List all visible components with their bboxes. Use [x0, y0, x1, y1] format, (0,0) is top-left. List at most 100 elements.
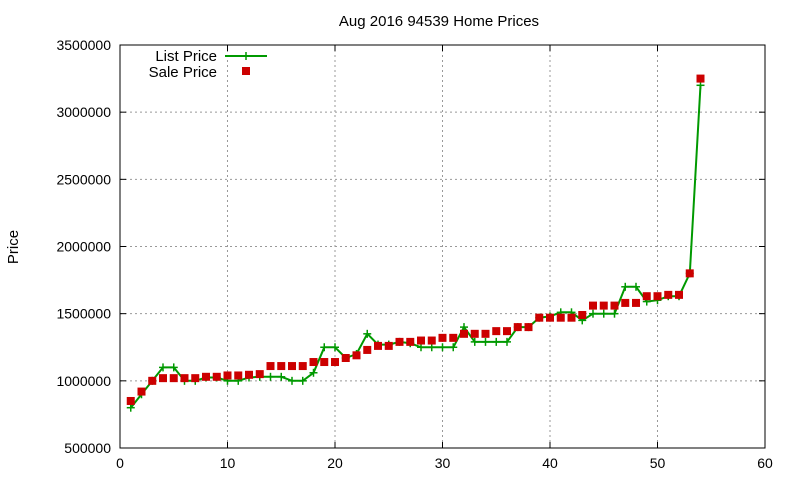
list-price-point — [503, 337, 511, 346]
list-price-point — [599, 309, 608, 318]
series-sale-price — [126, 74, 705, 405]
sale-price-point — [438, 333, 447, 342]
axis-ticks: 500000 1000000 1500000 2000000 2500000 300000… — [56, 37, 773, 471]
x-tick-label: 40 — [542, 455, 558, 471]
y-tick-label: 500000 — [64, 440, 111, 456]
list-price-point — [589, 309, 597, 318]
sale-price-point — [578, 311, 587, 320]
sale-price-point — [653, 292, 662, 301]
list-price-point — [696, 81, 705, 90]
grid — [120, 45, 765, 448]
sale-price-point — [589, 301, 597, 310]
x-tick-label: 30 — [435, 455, 451, 471]
sale-price-point — [460, 329, 468, 338]
sale-price-point — [481, 329, 490, 338]
sale-price-point — [223, 371, 232, 380]
sale-price-point — [255, 370, 264, 379]
legend-swatch-sale-price — [242, 67, 250, 75]
list-price-point — [309, 368, 318, 377]
legend-label-sale-price: Sale Price — [149, 64, 217, 81]
list-price-point — [621, 282, 630, 291]
sale-price-point — [277, 362, 286, 371]
sale-price-point — [374, 341, 382, 350]
sale-price-point — [632, 298, 640, 307]
legend-label-list-price: List Price — [155, 48, 217, 65]
sale-price-point — [309, 358, 318, 367]
sale-price-point — [395, 337, 404, 346]
sale-price-point — [148, 376, 157, 385]
sale-price-point — [535, 313, 544, 322]
y-axis-label: Price — [5, 230, 22, 264]
sale-price-point — [363, 345, 372, 354]
list-price-point — [363, 329, 372, 338]
sale-price-point — [137, 387, 146, 396]
sale-price-point — [180, 374, 189, 383]
sale-price-point — [406, 337, 415, 346]
list-price-point — [632, 282, 640, 291]
sale-price-point — [599, 301, 608, 310]
sale-price-point — [341, 353, 350, 362]
list-price-point — [427, 343, 436, 352]
chart-title: Aug 2016 94539 Home Prices — [339, 13, 539, 30]
y-tick-label: 1500000 — [56, 306, 111, 322]
sale-price-point — [202, 372, 210, 381]
x-tick-label: 20 — [327, 455, 343, 471]
list-price-point — [169, 363, 178, 372]
plot-frame — [119, 44, 766, 449]
list-price-point — [438, 343, 447, 352]
y-tick-label: 2500000 — [56, 171, 111, 187]
sale-price-point — [685, 269, 694, 278]
legend-marker-list-price — [242, 52, 250, 60]
x-tick-label: 10 — [220, 455, 236, 471]
y-tick-label: 3500000 — [56, 37, 111, 53]
sale-price-point — [621, 298, 630, 307]
list-price-point — [610, 309, 619, 318]
series-layer — [126, 74, 705, 412]
sale-price-point — [266, 362, 275, 371]
list-price-point — [481, 337, 490, 346]
sale-price-point — [417, 336, 425, 345]
list-price-point — [126, 403, 135, 412]
sale-price-point — [546, 313, 554, 322]
sale-price-point — [470, 329, 479, 338]
sale-price-point — [556, 313, 565, 322]
sale-price-point — [298, 362, 307, 371]
sale-price-point — [234, 371, 243, 380]
sale-price-point — [320, 358, 329, 367]
sale-price-point — [126, 396, 135, 405]
list-price-point — [470, 337, 479, 346]
sale-price-point — [331, 358, 339, 367]
x-tick-label: 50 — [650, 455, 666, 471]
x-tick-label: 0 — [116, 455, 124, 471]
x-tick-label: 60 — [757, 455, 773, 471]
list-price-point — [492, 337, 501, 346]
sale-price-point — [427, 336, 436, 345]
sale-price-point — [449, 333, 458, 342]
sale-price-point — [191, 374, 200, 383]
list-price-point — [298, 376, 307, 385]
sale-price-point — [610, 301, 619, 310]
sale-price-point — [212, 372, 221, 381]
list-price-point — [460, 323, 468, 332]
sale-price-point — [503, 327, 511, 336]
sale-price-point — [352, 351, 361, 360]
list-price-point — [288, 376, 296, 385]
sale-price-point — [169, 374, 178, 383]
sale-price-point — [492, 327, 501, 336]
sale-price-point — [696, 74, 705, 83]
list-price-point — [277, 372, 286, 381]
sale-price-point — [675, 290, 683, 299]
y-tick-label: 2000000 — [56, 239, 111, 255]
sale-price-point — [664, 290, 673, 299]
list-price-point — [320, 343, 329, 352]
list-price-point — [159, 363, 167, 372]
sale-price-point — [513, 323, 522, 332]
sale-price-point — [288, 362, 296, 371]
list-price-point — [449, 343, 458, 352]
sale-price-point — [245, 370, 253, 379]
y-tick-label: 3000000 — [56, 104, 111, 120]
list-price-point — [417, 343, 425, 352]
y-tick-label: 1000000 — [56, 373, 111, 389]
sale-price-point — [159, 374, 167, 383]
